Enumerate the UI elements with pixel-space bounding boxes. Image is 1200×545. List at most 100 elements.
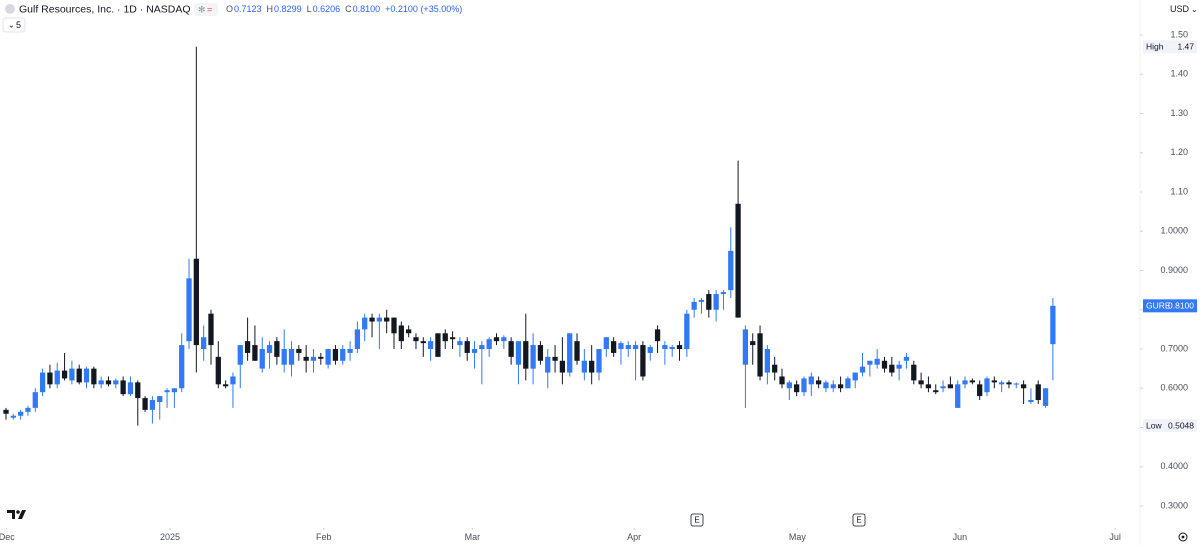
y-tick-label: 0.7000: [1160, 343, 1188, 353]
low-label: Low: [1146, 420, 1162, 430]
high-label: High: [1146, 42, 1164, 52]
candle-body: [728, 250, 734, 291]
candle-body: [647, 347, 653, 353]
candle-body: [1028, 400, 1034, 402]
y-tick-label: 1.20: [1170, 147, 1188, 157]
candle-body: [274, 341, 280, 357]
candle-body: [589, 360, 595, 373]
candle-body: [603, 337, 609, 350]
x-tick-label: Dec: [0, 532, 15, 542]
candle-body: [742, 329, 749, 365]
candle-body: [340, 349, 346, 361]
flag-icon: ✻: [198, 4, 206, 14]
high-value: 1.47: [1177, 42, 1194, 52]
interval-label[interactable]: 5: [16, 20, 21, 30]
candle-body: [186, 278, 192, 342]
candle-body: [288, 349, 295, 365]
candle-body: [523, 341, 529, 369]
candle-body: [215, 356, 221, 385]
candle-body: [940, 386, 946, 389]
candle-body: [530, 345, 536, 369]
event-marker: [852, 513, 866, 527]
candle-body: [222, 384, 229, 387]
readout-key: H: [267, 4, 274, 14]
candle-body: [501, 337, 507, 342]
interval-button[interactable]: [2, 17, 26, 33]
candle-body: [889, 364, 895, 373]
candle-body: [303, 356, 309, 361]
readout-change: +0.2100 (+35.00%): [385, 4, 462, 14]
candle-body: [859, 366, 866, 373]
candle-body: [955, 384, 961, 408]
event-label: E: [694, 516, 699, 525]
candle-body: [252, 345, 258, 361]
x-tick-label: Apr: [627, 532, 641, 542]
candle-body: [779, 376, 785, 385]
candle-body: [1035, 384, 1041, 401]
candle-body: [457, 341, 463, 346]
readout-value: 0.8100: [353, 4, 381, 14]
candle-body: [208, 313, 214, 346]
candle-body: [969, 380, 975, 383]
candle-body: [654, 329, 661, 342]
candle-body: [76, 368, 82, 383]
candle-body: [47, 372, 53, 385]
candle-body: [852, 372, 858, 381]
ohlc-readout: O 0.7123 H 0.8299 L 0.6206 C 0.8100 +0.2100 (+35…: [226, 4, 462, 14]
candle-body: [179, 345, 185, 389]
candle-body: [567, 333, 573, 373]
candle-body: [259, 349, 265, 369]
y-tick-label: 1.0000: [1160, 226, 1188, 236]
candle-body: [552, 356, 558, 361]
settings-icon[interactable]: [1178, 532, 1188, 542]
candle-body: [10, 415, 16, 418]
candle-body: [772, 364, 778, 373]
candle-body: [632, 345, 639, 350]
candle-body: [896, 364, 902, 369]
y-tick-label: 1.10: [1170, 186, 1188, 196]
candle-body: [1050, 305, 1056, 345]
candle-body: [713, 294, 719, 310]
candle-body: [54, 370, 60, 385]
candle-body: [911, 364, 917, 381]
candle-body: [662, 345, 668, 350]
candle-body: [230, 376, 236, 385]
candle-body: [427, 341, 434, 350]
candle-body: [347, 349, 353, 353]
candle-body: [325, 349, 331, 365]
candle-body: [398, 325, 404, 342]
candle-body: [625, 345, 631, 350]
tradingview-logo: [7, 510, 26, 519]
candle-body: [362, 317, 368, 330]
event-marker: [690, 513, 704, 527]
candle-body: [369, 317, 375, 322]
candle-body: [435, 333, 441, 357]
readout-value: 0.8299: [274, 4, 302, 14]
low-value: 0.5048: [1168, 420, 1194, 430]
y-tick-label: 1.30: [1170, 108, 1188, 118]
candle-body: [486, 339, 492, 350]
candle-body: [933, 390, 939, 393]
candle-body: [515, 341, 522, 365]
candle-body: [735, 203, 741, 318]
x-tick-label: 2025: [160, 532, 180, 542]
candle-body: [91, 368, 97, 385]
flag-icon: =: [207, 4, 212, 14]
candle-body: [420, 341, 426, 344]
currency-label[interactable]: USD: [1170, 4, 1190, 14]
candle-body: [171, 388, 178, 393]
candle-body: [764, 349, 771, 373]
candle-body: [618, 343, 624, 350]
candle-body: [3, 409, 9, 414]
candle-body: [32, 392, 38, 408]
candle-body: [18, 411, 24, 416]
candle-body: [999, 382, 1005, 385]
candle-body: [244, 341, 251, 353]
candle-body: [559, 360, 566, 373]
candle-body: [684, 313, 690, 350]
candle-body: [105, 380, 112, 385]
candle-body: [332, 349, 339, 361]
candle-body: [281, 349, 287, 365]
candle-body: [493, 337, 500, 342]
